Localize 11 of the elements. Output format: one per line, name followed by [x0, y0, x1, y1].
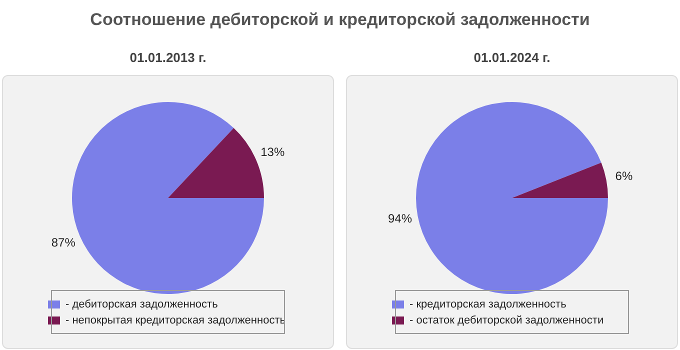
text: Соотношение дебиторской и кредиторской задолженности	[89, 10, 591, 30]
chart-title: 01.01.2013 г.	[128, 50, 208, 67]
data-label: 13%	[260, 145, 285, 160]
legend-label: - кредиторская задолженность	[410, 298, 567, 311]
data-label: 94%	[388, 212, 412, 226]
legend-label: - дебиторская задолженность	[66, 298, 218, 311]
legend-label: - непокрытая кредиторская задолженность	[66, 314, 286, 327]
chart-title: 01.01.2024 г.	[472, 50, 552, 67]
data-label: 6%	[615, 168, 633, 183]
data-label: 87%	[51, 236, 76, 250]
legend-label: - остаток дебиторской задолженности	[410, 314, 604, 327]
